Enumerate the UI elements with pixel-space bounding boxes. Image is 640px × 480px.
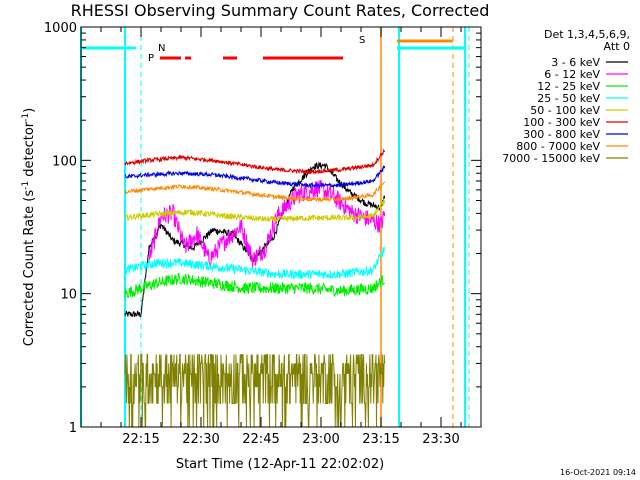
series-line-7: [124, 181, 386, 203]
y-label-part2: detector: [22, 121, 37, 181]
x-tick-label: 23:15: [362, 432, 399, 447]
legend-label-2: 12 - 25 keV: [537, 80, 600, 93]
series-layer: [124, 148, 386, 428]
legend-label-7: 800 - 7000 keV: [516, 140, 600, 153]
x-tick-label: 22:45: [242, 432, 279, 447]
y-label-part1: Corrected Count Rate (s: [22, 190, 37, 347]
series-line-2: [124, 273, 386, 298]
flag-label-p: P: [148, 53, 154, 64]
y-label-sup2: -1: [21, 113, 31, 122]
series-line-4: [124, 198, 386, 223]
footer-timestamp: 16-Oct-2021 09:14: [560, 468, 636, 477]
legend-label-8: 7000 - 15000 keV: [502, 152, 600, 165]
series-line-5: [124, 148, 386, 175]
x-tick-label: 22:15: [122, 432, 159, 447]
series-line-6: [124, 165, 386, 190]
legend-header-line1: Det 1,3,4,5,6,9,: [544, 28, 630, 41]
y-tick-label: 1000: [44, 21, 77, 36]
legend-label-1: 6 - 12 keV: [544, 68, 600, 81]
x-tick-label: 22:30: [182, 432, 219, 447]
flag-layer: [80, 27, 470, 427]
flag-label-n: N: [158, 43, 165, 54]
y-axis: 1 10 100 1000: [44, 21, 481, 436]
series-line-1: [148, 179, 386, 268]
y-tick-label: 100: [52, 154, 77, 169]
y-label-part3: ): [22, 108, 37, 113]
y-label-sup1: -1: [21, 181, 31, 190]
y-axis-label: Corrected Count Rate (s-1 detector-1): [21, 108, 37, 346]
legend-label-5: 100 - 300 keV: [523, 116, 600, 129]
legend-header-line2: Att 0: [604, 40, 630, 53]
legend-label-0: 3 - 6 keV: [551, 56, 600, 69]
flag-label-s: S: [359, 35, 365, 46]
legend-label-4: 50 - 100 keV: [530, 104, 600, 117]
legend-label-3: 25 - 50 keV: [537, 92, 600, 105]
x-tick-label: 23:00: [302, 432, 339, 447]
x-tick-label: 23:30: [422, 432, 459, 447]
y-tick-label: 1: [69, 421, 77, 436]
series-line-3: [124, 247, 386, 281]
chart-title: RHESSI Observing Summary Count Rates, Co…: [71, 1, 490, 20]
x-axis-label: Start Time (12-Apr-11 22:02:02): [176, 457, 384, 472]
legend-label-6: 300 - 800 keV: [523, 128, 600, 141]
x-axis: 22:15 22:30 22:45 23:00 23:15 23:30: [80, 27, 482, 447]
y-tick-label: 10: [60, 288, 77, 303]
series-line-8: [124, 354, 386, 428]
